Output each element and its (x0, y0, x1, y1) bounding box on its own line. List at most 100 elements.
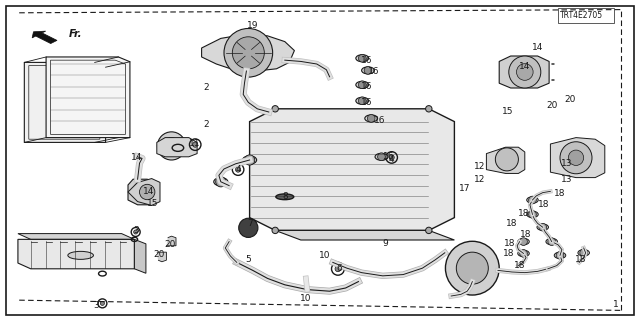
Text: 16: 16 (361, 98, 372, 107)
Text: 15: 15 (147, 199, 158, 208)
Ellipse shape (68, 252, 93, 259)
Text: 7: 7 (247, 220, 252, 228)
Text: 1: 1 (614, 300, 619, 309)
Text: Fr.: Fr. (68, 29, 82, 39)
Text: 5: 5 (246, 255, 251, 264)
Text: 16: 16 (368, 67, 380, 76)
Polygon shape (202, 35, 294, 71)
Text: 18: 18 (506, 220, 518, 228)
Text: 20: 20 (164, 240, 175, 249)
Polygon shape (275, 230, 454, 240)
Polygon shape (134, 239, 146, 273)
Circle shape (193, 142, 198, 147)
Text: 4: 4 (236, 165, 241, 174)
Text: 15: 15 (502, 107, 513, 116)
Ellipse shape (546, 238, 557, 245)
Ellipse shape (578, 250, 589, 256)
Text: 10: 10 (300, 294, 311, 303)
Text: 20: 20 (153, 250, 164, 259)
Text: 19: 19 (247, 21, 259, 30)
Ellipse shape (518, 238, 529, 245)
Polygon shape (128, 179, 160, 205)
Circle shape (378, 153, 385, 161)
Circle shape (568, 150, 584, 165)
Circle shape (456, 252, 488, 284)
Text: 18: 18 (504, 239, 515, 248)
Circle shape (426, 227, 432, 234)
Circle shape (163, 138, 180, 154)
Ellipse shape (356, 81, 369, 88)
Text: 20: 20 (546, 101, 557, 110)
Text: 18: 18 (518, 209, 529, 218)
Ellipse shape (518, 250, 529, 257)
Text: 13: 13 (561, 175, 572, 184)
Polygon shape (157, 138, 197, 157)
Circle shape (389, 155, 394, 160)
Ellipse shape (365, 115, 378, 122)
Circle shape (367, 115, 375, 122)
Ellipse shape (527, 197, 538, 203)
Polygon shape (550, 138, 605, 178)
Text: 3: 3 (134, 226, 139, 235)
Text: 8: 8 (282, 192, 287, 201)
Bar (558, 8, 614, 23)
Circle shape (529, 211, 536, 218)
Circle shape (100, 301, 104, 305)
Polygon shape (166, 236, 176, 246)
Circle shape (224, 28, 273, 77)
Circle shape (144, 191, 153, 200)
Ellipse shape (537, 224, 548, 230)
Polygon shape (32, 31, 57, 44)
Text: 17: 17 (459, 184, 470, 193)
Circle shape (134, 183, 145, 193)
Text: 9: 9 (383, 239, 388, 248)
Text: 18: 18 (575, 255, 587, 264)
Circle shape (539, 223, 547, 231)
Circle shape (520, 238, 527, 245)
Circle shape (495, 148, 518, 171)
Circle shape (556, 252, 564, 259)
Circle shape (520, 250, 527, 257)
Circle shape (335, 266, 341, 272)
Text: 14: 14 (532, 43, 543, 52)
Circle shape (364, 67, 372, 74)
Circle shape (140, 184, 155, 200)
Ellipse shape (375, 153, 388, 160)
Text: 2: 2 (204, 120, 209, 129)
Circle shape (272, 227, 278, 234)
Circle shape (236, 167, 241, 172)
Ellipse shape (362, 67, 374, 74)
Ellipse shape (276, 194, 294, 200)
Text: 18: 18 (503, 249, 515, 258)
Circle shape (548, 238, 556, 245)
Text: 3: 3 (93, 301, 99, 310)
Circle shape (529, 196, 536, 204)
Text: 12: 12 (474, 175, 486, 184)
Text: 6: 6 (337, 264, 342, 273)
Text: 14: 14 (143, 188, 155, 196)
Circle shape (134, 230, 138, 234)
Circle shape (509, 56, 541, 88)
Circle shape (216, 177, 226, 187)
Ellipse shape (356, 97, 369, 104)
Polygon shape (46, 57, 130, 138)
Text: 14: 14 (519, 62, 531, 71)
Circle shape (239, 218, 258, 237)
Polygon shape (18, 234, 134, 239)
Circle shape (358, 81, 366, 89)
Text: 20: 20 (564, 95, 575, 104)
Text: 13: 13 (561, 159, 572, 168)
Text: 12: 12 (474, 162, 486, 171)
Circle shape (358, 97, 366, 105)
Ellipse shape (527, 211, 538, 218)
Text: TRT4E2705: TRT4E2705 (559, 11, 603, 20)
Text: 18: 18 (514, 261, 525, 270)
Text: 10: 10 (319, 252, 330, 260)
Text: 18: 18 (520, 230, 532, 239)
Polygon shape (157, 252, 166, 262)
Text: 16: 16 (374, 116, 386, 125)
Ellipse shape (214, 178, 228, 186)
Circle shape (445, 241, 499, 295)
Text: 14: 14 (131, 153, 142, 162)
Circle shape (560, 142, 592, 174)
